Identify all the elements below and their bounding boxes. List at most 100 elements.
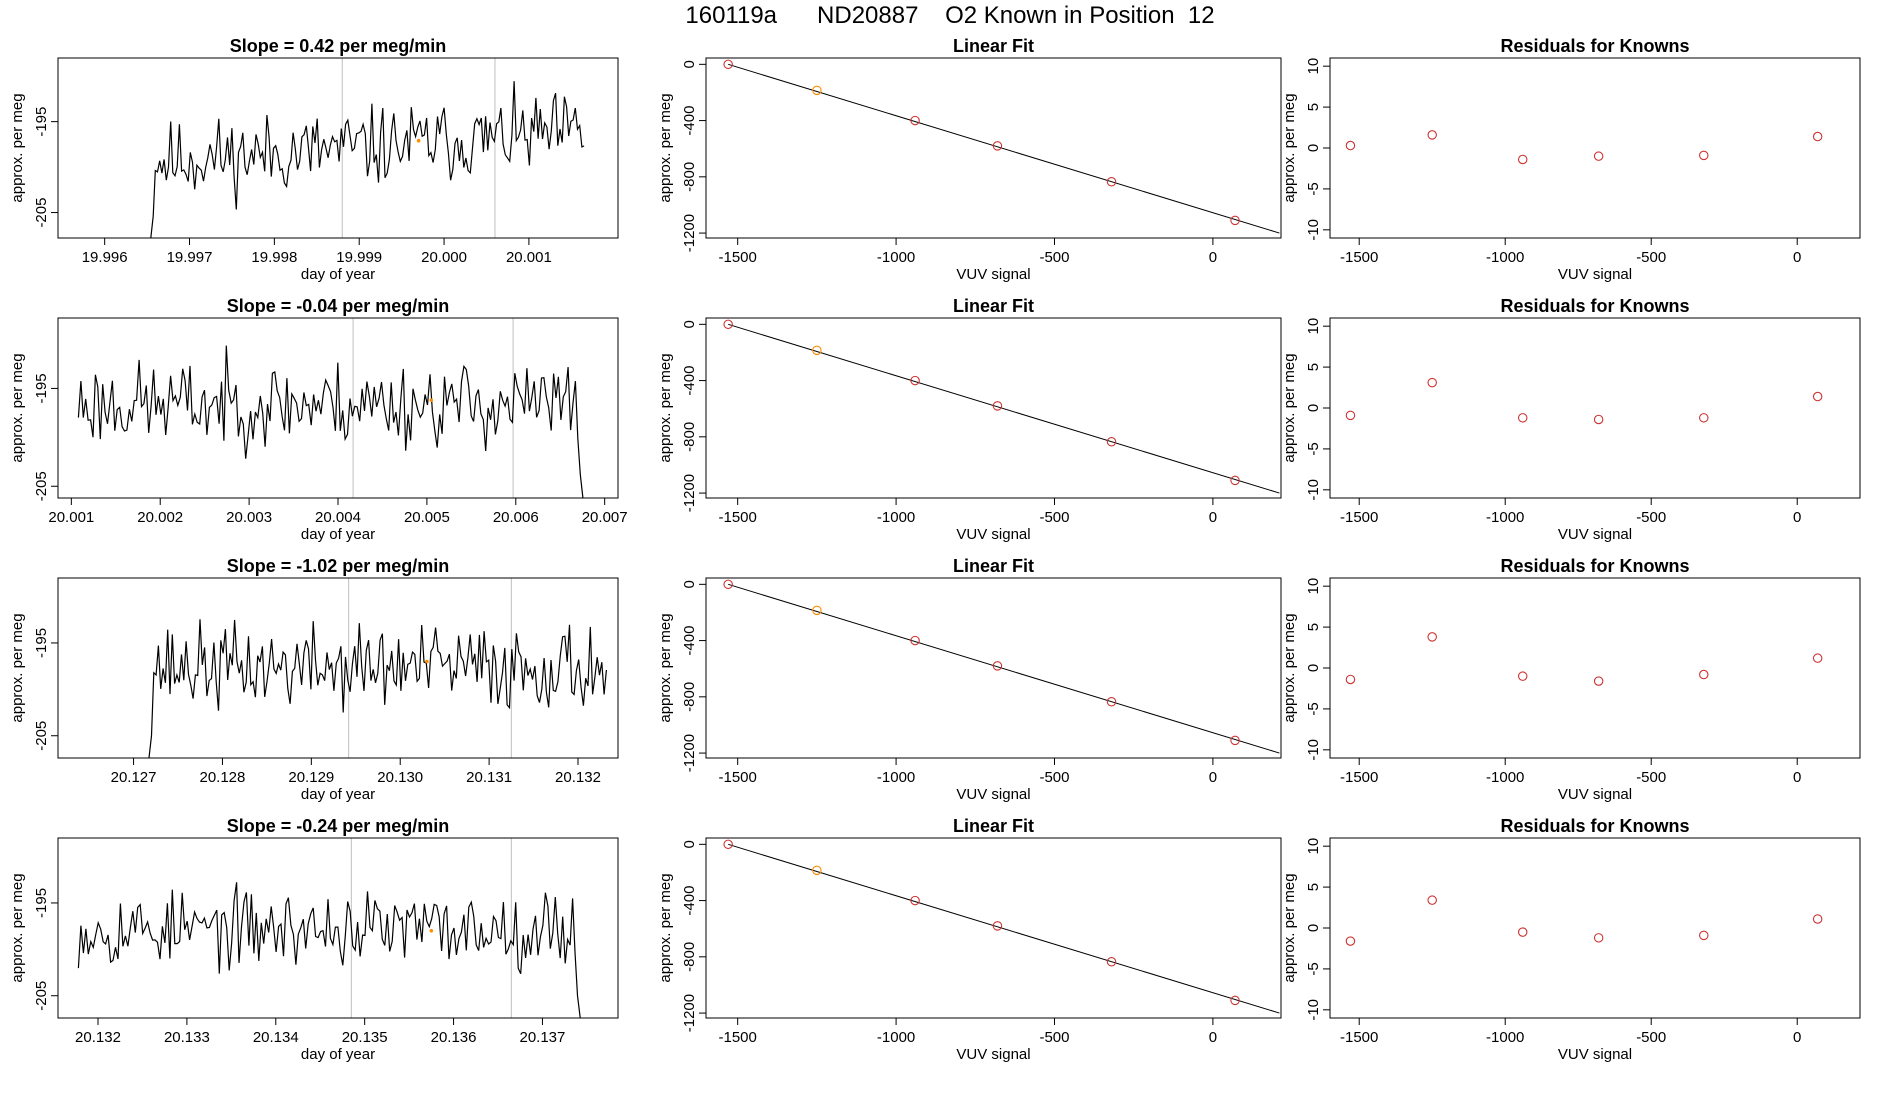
panel-fit-5: Linear Fit -1500 -1000 -500 0 0 -400 -800 -1200 V… xyxy=(657,296,1282,543)
y-tick-label: -800 xyxy=(681,422,698,452)
panel-fit-11: Linear Fit -1500 -1000 -500 0 0 -400 -800 -1200 V… xyxy=(657,816,1282,1063)
plot-frame xyxy=(57,57,619,239)
residual-point-2 xyxy=(1427,895,1437,905)
x-tick-label: 20.001 xyxy=(48,509,94,526)
y-axis-label: approx. per meg xyxy=(657,353,674,462)
fit-line xyxy=(728,63,1280,234)
x-tick-label: -500 xyxy=(1039,769,1069,786)
y-tick-label: -205 xyxy=(33,198,50,228)
x-axis-label: day of year xyxy=(301,1046,375,1063)
plot-area xyxy=(1345,130,1823,165)
panel-title: Residuals for Knowns xyxy=(1500,296,1689,316)
x-tick-label: 0 xyxy=(1209,769,1217,786)
x-tick-label: 0 xyxy=(1793,249,1801,266)
panel-title: Residuals for Knowns xyxy=(1500,556,1689,576)
y-tick-label: -400 xyxy=(681,366,698,396)
residual-point-4 xyxy=(1593,414,1604,425)
x-tick-label: -500 xyxy=(1039,509,1069,526)
x-tick-label: 20.004 xyxy=(315,509,361,526)
x-tick-label: -1000 xyxy=(1486,509,1524,526)
x-tick-label: 20.002 xyxy=(137,509,183,526)
y-tick-label: -1200 xyxy=(681,214,698,252)
y-axis-label: approx. per meg xyxy=(657,613,674,722)
y-axis-label: approx. per meg xyxy=(9,353,26,462)
panel-title: Slope = -0.04 per meg/min xyxy=(227,296,450,316)
x-tick-label: 20.132 xyxy=(75,1029,121,1046)
x-tick-label: -1000 xyxy=(877,769,915,786)
panel-title: Linear Fit xyxy=(953,296,1034,316)
residual-point-5 xyxy=(1699,669,1709,680)
plot-frame xyxy=(1329,57,1861,239)
x-axis-label: VUV signal xyxy=(1558,526,1632,543)
known-point-5 xyxy=(1106,177,1117,187)
y-tick-label: -195 xyxy=(33,107,50,137)
x-tick-label: 0 xyxy=(1209,509,1217,526)
x-tick-label: -1000 xyxy=(1486,769,1524,786)
plot-area xyxy=(148,578,607,758)
y-axis-label: approx. per meg xyxy=(1281,873,1298,982)
residual-point-5 xyxy=(1699,930,1709,941)
plot-frame xyxy=(705,57,1282,239)
data-trace xyxy=(150,81,585,238)
data-trace xyxy=(77,345,584,498)
residual-point-6 xyxy=(1812,131,1823,142)
x-tick-label: 19.996 xyxy=(82,249,128,266)
plot-area xyxy=(150,58,585,238)
y-tick-label: -205 xyxy=(33,721,50,751)
x-tick-label: 20.137 xyxy=(519,1029,565,1046)
y-axis-label: approx. per meg xyxy=(9,93,26,202)
residual-point-1 xyxy=(1345,936,1356,946)
y-tick-label: -400 xyxy=(681,106,698,136)
y-axis-label: approx. per meg xyxy=(657,873,674,982)
residual-point-6 xyxy=(1812,653,1823,663)
x-tick-label: -1500 xyxy=(718,1029,756,1046)
y-tick-label: -1200 xyxy=(681,994,698,1032)
highlight-point xyxy=(425,659,429,664)
fit-line xyxy=(728,843,1280,1014)
y-tick-label: -205 xyxy=(33,471,50,501)
residual-point-6 xyxy=(1812,914,1823,924)
panel-title: Linear Fit xyxy=(953,556,1034,576)
y-tick-label: 0 xyxy=(1305,924,1322,932)
panel-fit-2: Linear Fit -1500 -1000 -500 0 0 -400 -800 -1200 V… xyxy=(657,36,1282,283)
known-point-1 xyxy=(723,839,733,850)
y-tick-label: -10 xyxy=(1305,219,1322,241)
x-tick-label: 0 xyxy=(1209,249,1217,266)
known-point-3 xyxy=(910,115,920,126)
residual-point-1 xyxy=(1345,674,1356,685)
y-tick-label: -800 xyxy=(681,942,698,972)
x-axis-label: VUV signal xyxy=(1558,786,1632,803)
y-axis-label: approx. per meg xyxy=(1281,353,1298,462)
panel-title: Residuals for Knowns xyxy=(1500,816,1689,836)
x-axis-label: day of year xyxy=(301,526,375,543)
x-tick-label: 20.131 xyxy=(466,769,512,786)
y-tick-label: -400 xyxy=(681,886,698,916)
x-axis-label: VUV signal xyxy=(956,266,1030,283)
x-tick-label: -1000 xyxy=(1486,249,1524,266)
x-tick-label: 20.127 xyxy=(111,769,157,786)
x-tick-label: -1500 xyxy=(1340,769,1378,786)
y-tick-label: -195 xyxy=(33,373,50,403)
y-tick-label: 0 xyxy=(681,60,698,68)
known-point-3 xyxy=(910,895,920,906)
x-tick-label: 20.130 xyxy=(377,769,423,786)
y-axis-label: approx. per meg xyxy=(657,93,674,202)
x-tick-label: 0 xyxy=(1793,1029,1801,1046)
y-tick-label: -5 xyxy=(1305,442,1322,455)
residual-point-3 xyxy=(1517,413,1528,423)
plot-area xyxy=(77,318,584,498)
x-tick-label: -1000 xyxy=(877,1029,915,1046)
panel-title: Slope = -0.24 per meg/min xyxy=(227,816,450,836)
x-tick-label: 19.997 xyxy=(167,249,213,266)
y-axis-label: approx. per meg xyxy=(9,873,26,982)
y-tick-label: 5 xyxy=(1305,883,1322,891)
panel-timeseries-7: Slope = -1.02 per meg/min 20.127 20.128 20.… xyxy=(9,556,619,803)
residual-point-6 xyxy=(1812,391,1823,402)
x-tick-label: -1500 xyxy=(718,509,756,526)
known-point-5 xyxy=(1106,436,1117,447)
known-point-4 xyxy=(992,141,1003,151)
y-tick-label: 0 xyxy=(681,320,698,328)
panel-title: Slope = 0.42 per meg/min xyxy=(230,36,447,56)
fit-line xyxy=(728,583,1280,754)
